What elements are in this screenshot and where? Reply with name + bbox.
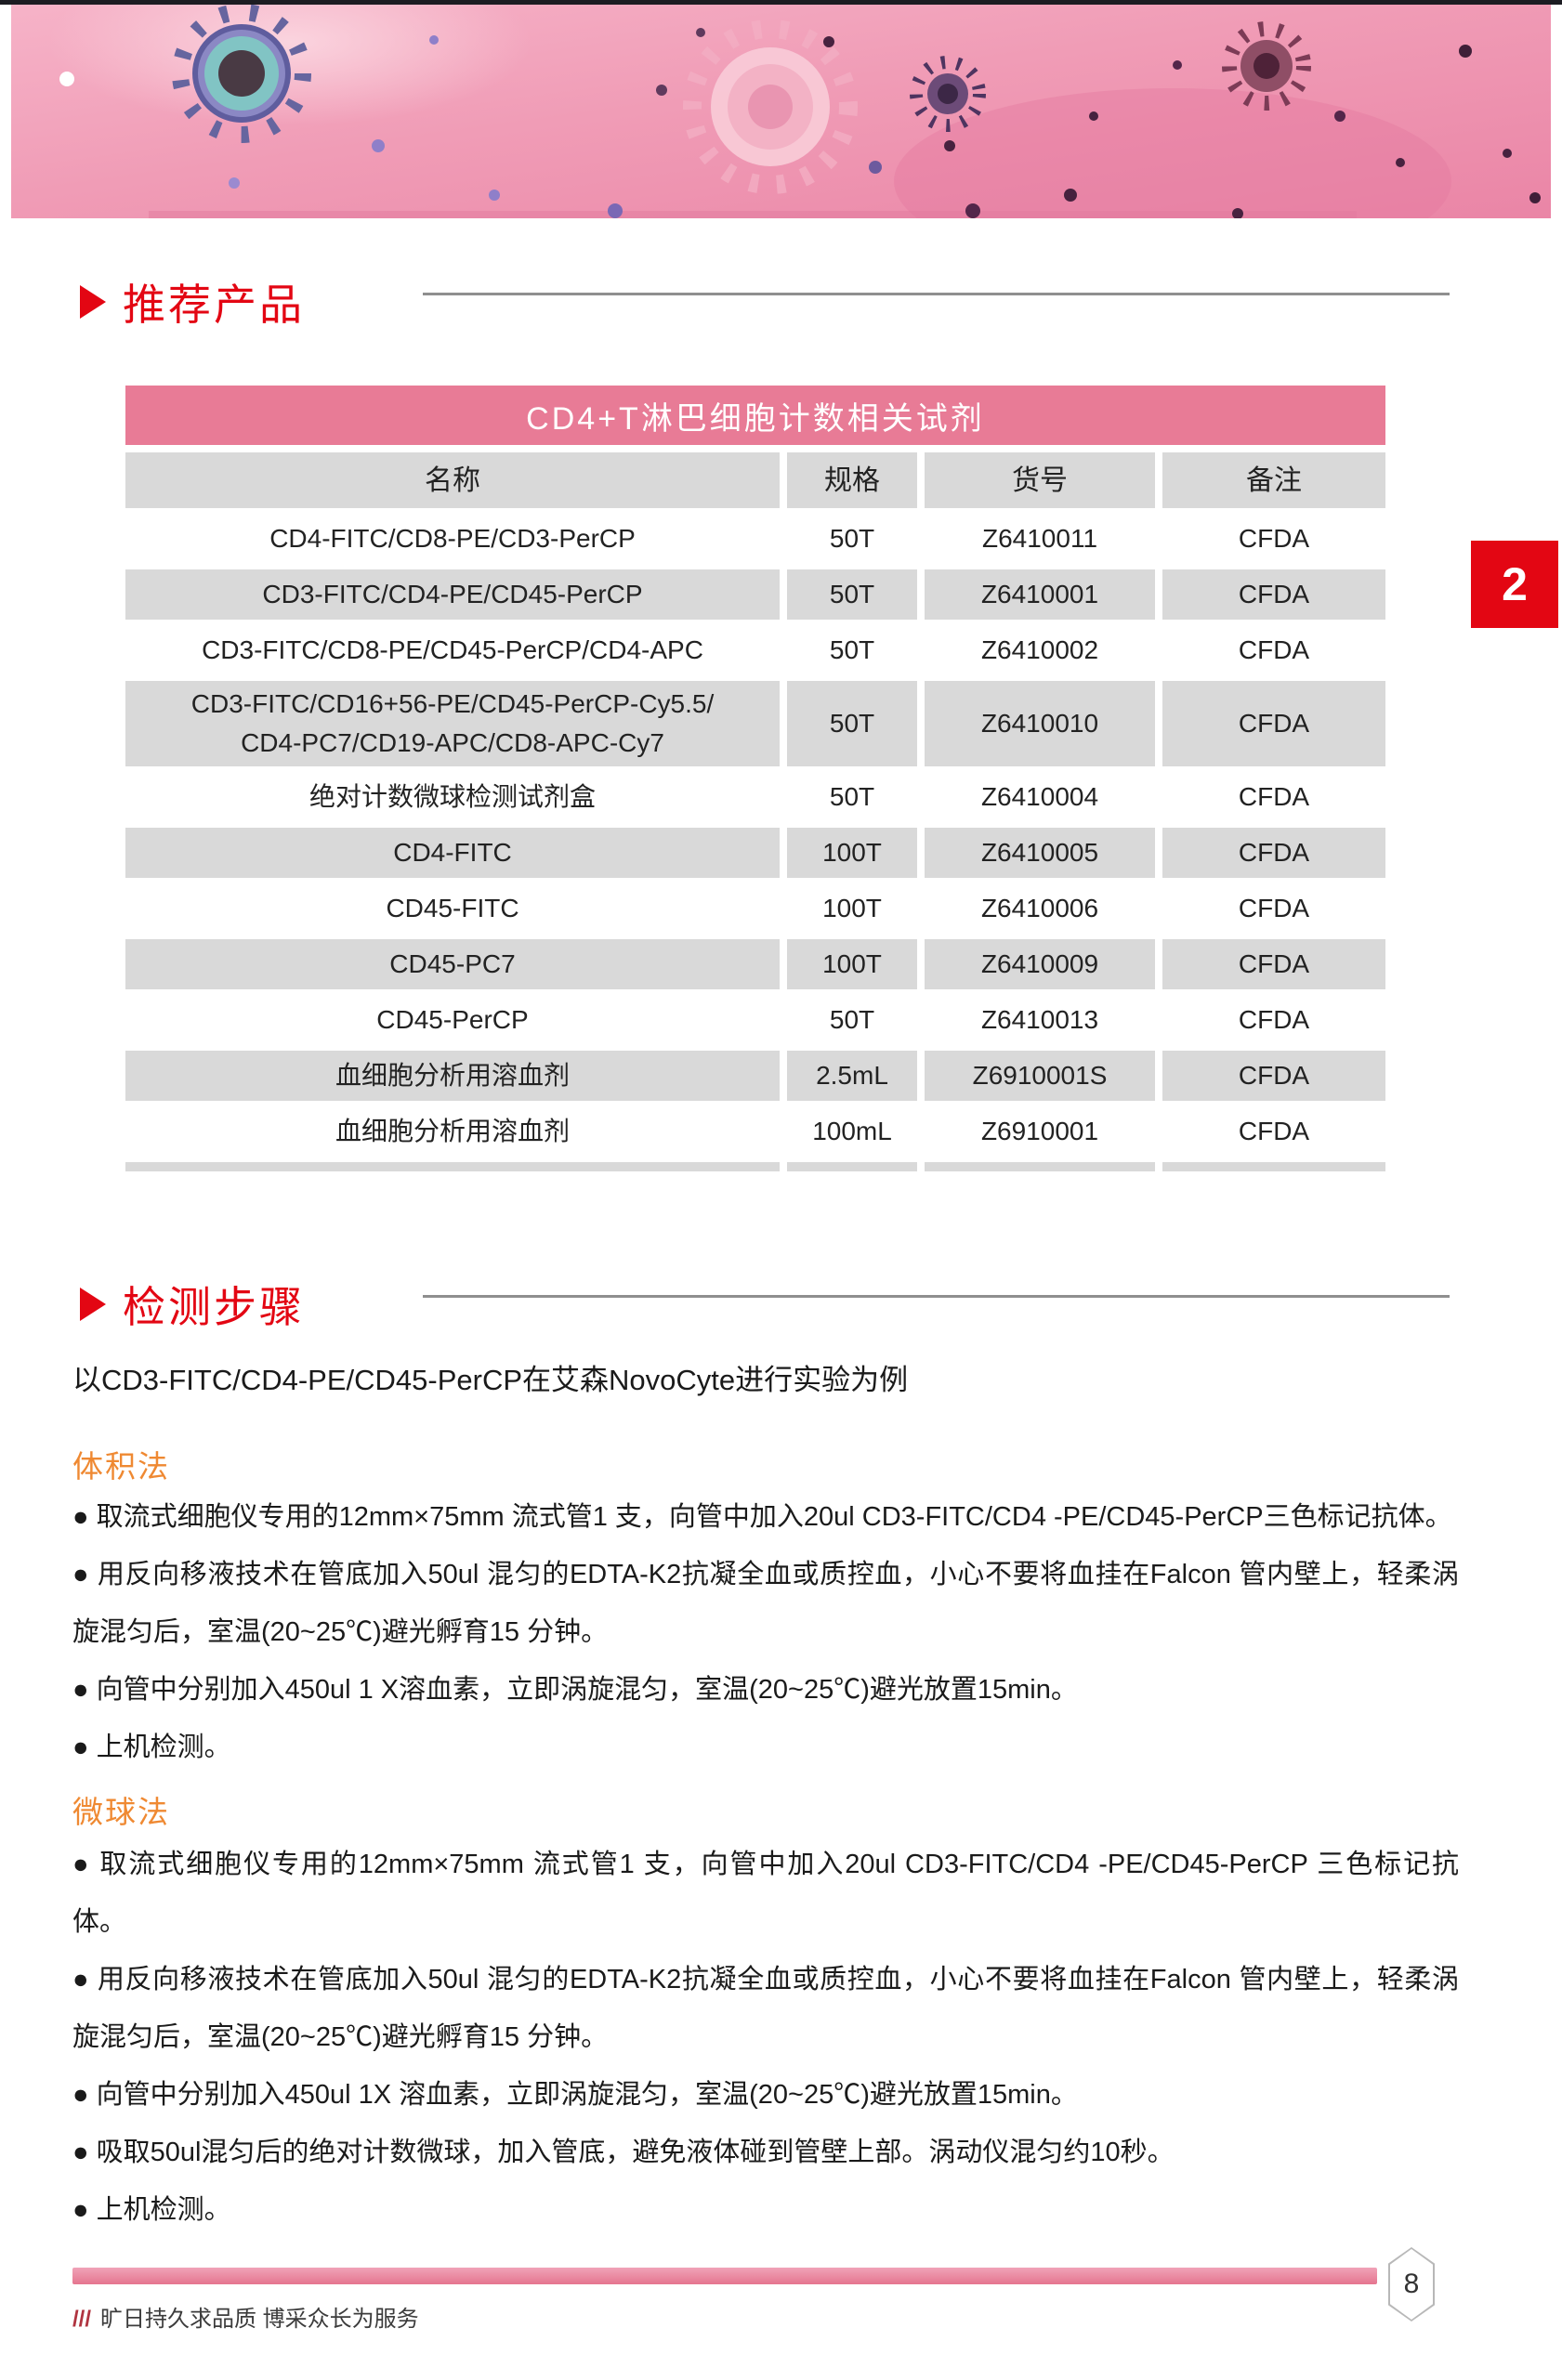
table-cell-spec: 100T — [787, 828, 917, 878]
footer-accent-bar — [72, 2268, 1377, 2284]
table-header-note: 备注 — [1162, 452, 1385, 508]
method-heading-bead: 微球法 — [72, 1795, 170, 1829]
method-bead-bullets: ● 取流式细胞仪专用的12mm×75mm 流式管1 支，向管中加入20ul CD… — [72, 1836, 1459, 2239]
table-cell-spec: 2.5mL — [787, 1051, 917, 1101]
table-cell-note: CFDA — [1238, 1117, 1310, 1145]
table-header-spec: 规格 — [787, 452, 917, 508]
table-cell-name: CD45-FITC — [386, 894, 519, 922]
heading-rule — [423, 1295, 1450, 1298]
section-heading-steps: 检测步骤 — [80, 1274, 305, 1335]
table-cell-catno: Z6410009 — [925, 939, 1155, 989]
triangle-marker-icon — [80, 1288, 106, 1321]
table-cell-name: CD3-FITC/CD8-PE/CD45-PerCP/CD4-APC — [202, 635, 703, 664]
banner-shade-patch — [894, 88, 1451, 218]
method-heading-volume: 体积法 — [72, 1449, 170, 1484]
page-number-badge: 8 — [1388, 2247, 1435, 2321]
table-cell-catno: Z6410010 — [925, 681, 1155, 766]
particle-dots — [59, 28, 1541, 218]
spiky-virus-icon — [910, 56, 986, 132]
step-bullet: ● 上机检测。 — [72, 1733, 231, 1762]
table-cell-note: CFDA — [1162, 1051, 1385, 1101]
footer-tagline: /// 旷日持久求品质 博采众长为服务 — [72, 2300, 419, 2333]
table-cell-catno: Z6410006 — [980, 894, 1099, 922]
table-cell-catno: Z6410013 — [980, 1005, 1099, 1034]
table-cell-name: 血细胞分析用溶血剂 — [125, 1051, 780, 1101]
step-bullet: ● 上机检测。 — [72, 2195, 231, 2225]
table-cell-partial — [125, 1162, 780, 1171]
table-cell-catno: Z6410011 — [981, 524, 1098, 553]
table-cell-note: CFDA — [1238, 1005, 1310, 1034]
page-number: 8 — [1390, 2249, 1433, 2320]
table-cell-name: CD4-FITC/CD8-PE/CD3-PerCP — [269, 524, 636, 553]
table-cell-partial — [787, 1162, 917, 1171]
section-title: 检测步骤 — [123, 1283, 305, 1331]
step-bullet: ● 用反向移液技术在管底加入50ul 混匀的EDTA-K2抗凝全血或质控血，小心… — [72, 1560, 1459, 1647]
tagline-text: 旷日持久求品质 博采众长为服务 — [100, 2307, 419, 2332]
table-cell-name: 血细胞分析用溶血剂 — [335, 1117, 570, 1145]
table-cell-spec: 50T — [787, 569, 917, 620]
step-bullet: ● 向管中分别加入450ul 1 X溶血素，立即涡旋混匀，室温(20~25℃)避… — [72, 1675, 1078, 1705]
triangle-marker-icon — [80, 285, 106, 319]
page-top-edge-line — [0, 0, 1562, 5]
table-cell-catno: Z6410005 — [925, 828, 1155, 878]
table-title-banner: CD4+T淋巴细胞计数相关试剂 — [125, 386, 1385, 445]
table-cell-spec: 50T — [787, 681, 917, 766]
table-cell-spec: 100T — [822, 894, 882, 922]
table-cell-note: CFDA — [1238, 635, 1310, 664]
table-cell-spec: 100T — [787, 939, 917, 989]
table-cell-name: CD3-FITC/CD16+56-PE/CD45-PerCP-Cy5.5/ CD… — [125, 681, 780, 766]
table-cell-note: CFDA — [1238, 782, 1310, 811]
decorative-virus-banner — [11, 5, 1551, 218]
table-cell-note: CFDA — [1238, 524, 1310, 553]
table-cell-spec: 50T — [829, 782, 875, 811]
table-cell-catno: Z6410002 — [980, 635, 1099, 664]
table-cell-note: CFDA — [1162, 569, 1385, 620]
table-header-name: 名称 — [125, 452, 780, 508]
table-cell-name: CD45-PerCP — [376, 1005, 529, 1034]
dark-virus-icon — [1222, 21, 1311, 111]
table-cell-spec: 50T — [829, 524, 875, 553]
table-cell-spec: 50T — [829, 635, 875, 664]
blurred-virus-icon — [683, 20, 858, 194]
product-table-rows: 名称 规格 货号 备注 CD4-FITC/CD8-PE/CD3-PerCP 50T… — [125, 452, 1385, 1171]
tagline-slashes: /// — [72, 2307, 92, 2332]
table-cell-name: CD45-PC7 — [125, 939, 780, 989]
table-cell-name: 绝对计数微球检测试剂盒 — [308, 782, 596, 811]
product-table: CD4+T淋巴细胞计数相关试剂 名称 规格 货号 备注 CD4-FITC/CD8… — [125, 386, 1385, 1171]
coronavirus-icon — [172, 5, 311, 143]
step-bullet: ● 用反向移液技术在管底加入50ul 混匀的EDTA-K2抗凝全血或质控血，小心… — [72, 1965, 1459, 2052]
table-cell-note: CFDA — [1162, 681, 1385, 766]
table-cell-note: CFDA — [1162, 939, 1385, 989]
step-bullet: ● 取流式细胞仪专用的12mm×75mm 流式管1 支，向管中加入20ul CD… — [72, 1502, 1452, 1532]
table-cell-partial — [925, 1162, 1155, 1171]
table-cell-spec: 50T — [829, 1005, 875, 1034]
table-cell-spec: 100mL — [812, 1117, 892, 1145]
steps-intro-text: 以CD3-FITC/CD4-PE/CD45-PerCP在艾森NovoCyte进行… — [72, 1364, 909, 1396]
banner-bottom-shade — [149, 211, 1357, 218]
step-bullet: ● 取流式细胞仪专用的12mm×75mm 流式管1 支，向管中加入20ul CD… — [72, 1850, 1459, 1937]
table-cell-partial — [1162, 1162, 1385, 1171]
chapter-tab: 2 — [1471, 541, 1558, 628]
step-bullet: ● 向管中分别加入450ul 1X 溶血素，立即涡旋混匀，室温(20~25℃)避… — [72, 2080, 1078, 2110]
section-heading-products: 推荐产品 — [80, 271, 305, 333]
table-cell-name: CD3-FITC/CD4-PE/CD45-PerCP — [125, 569, 780, 620]
step-bullet: ● 吸取50ul混匀后的绝对计数微球，加入管底，避免液体碰到管壁上部。涡动仪混匀… — [72, 2138, 1175, 2167]
heading-rule — [423, 293, 1450, 295]
table-cell-catno: Z6910001S — [925, 1051, 1155, 1101]
section-title: 推荐产品 — [123, 281, 305, 329]
table-cell-note: CFDA — [1162, 828, 1385, 878]
method-volume-bullets: ● 取流式细胞仪专用的12mm×75mm 流式管1 支，向管中加入20ul CD… — [72, 1488, 1459, 1776]
table-cell-note: CFDA — [1238, 894, 1310, 922]
table-cell-catno: Z6910001 — [980, 1117, 1099, 1145]
table-cell-catno: Z6410001 — [925, 569, 1155, 620]
table-cell-name: CD4-FITC — [125, 828, 780, 878]
table-header-catno: 货号 — [925, 452, 1155, 508]
table-cell-catno: Z6410004 — [980, 782, 1099, 811]
